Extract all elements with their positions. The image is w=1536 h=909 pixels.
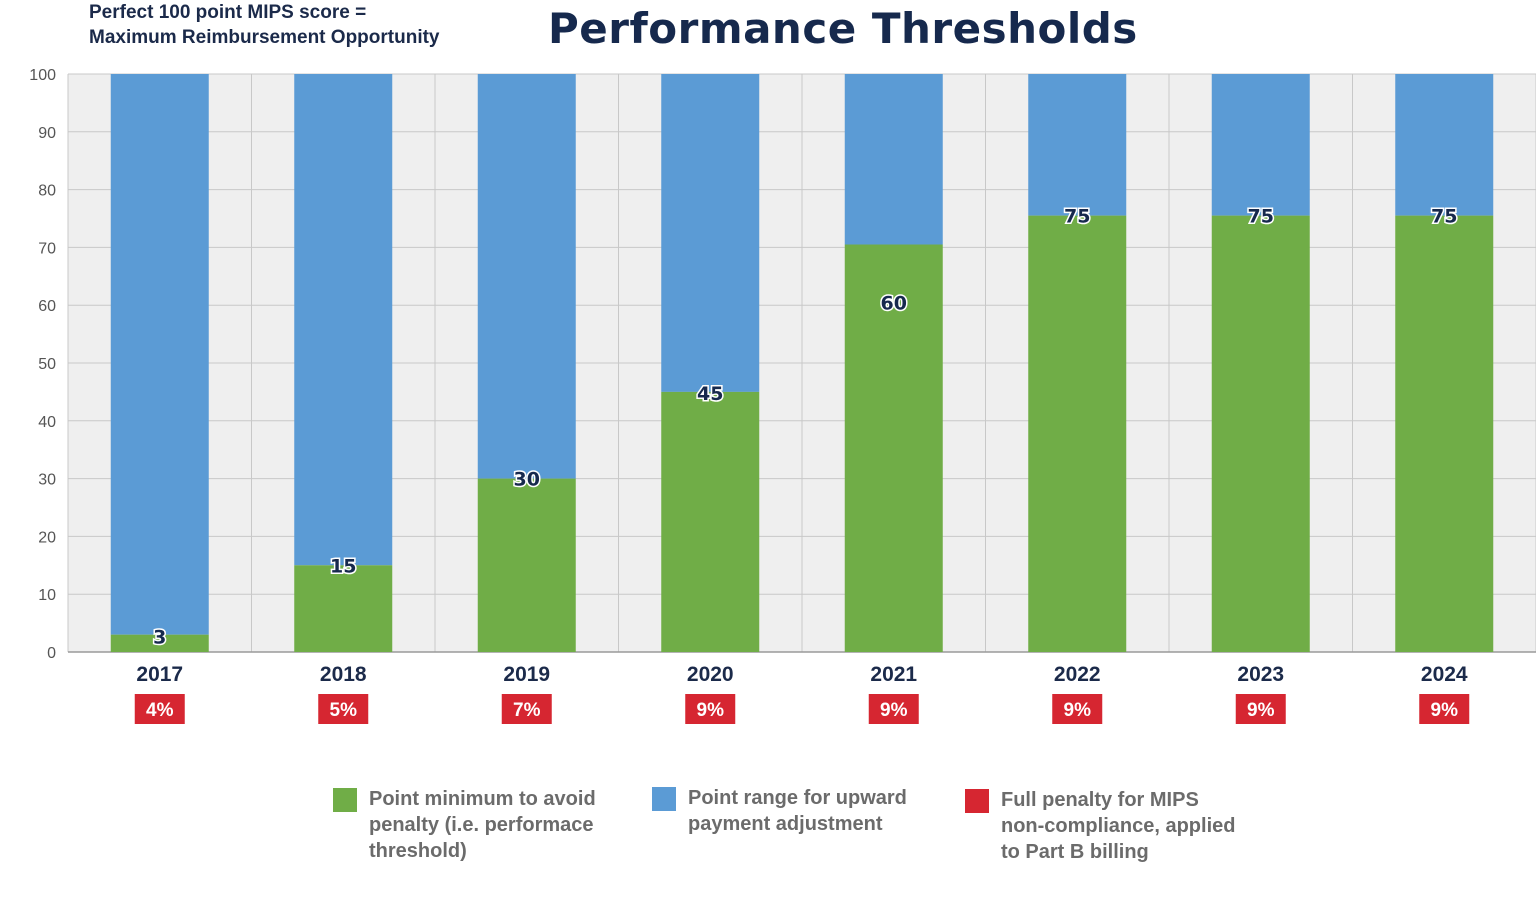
data-label: 30: [514, 469, 540, 491]
data-label: 15: [330, 555, 356, 577]
penalty-badge: [501, 694, 552, 724]
subtitle-line-2: Maximum Reimbursement Opportunity: [89, 27, 440, 48]
penalty-label: 4%: [146, 700, 174, 721]
bar-blue: [477, 74, 576, 479]
legend-item-blue: Point range for upward payment adjustmen…: [652, 785, 907, 837]
penalty-badge: [1235, 694, 1286, 724]
penalty-label: 9%: [880, 700, 908, 721]
bar-blue: [1395, 74, 1494, 216]
penalty-badge: [134, 694, 185, 724]
y-tick-label: 70: [38, 240, 56, 257]
subtitle-line-1: Perfect 100 point MIPS score =: [89, 2, 367, 23]
legend-swatch-blue: [652, 787, 676, 811]
x-tick-label: 2020: [687, 663, 734, 686]
legend-item-red: Full penalty for MIPS non-compliance, ap…: [965, 787, 1235, 865]
penalty-label: 9%: [1247, 700, 1275, 721]
legend-label-blue: Point range for upward payment adjustmen…: [688, 787, 907, 835]
y-tick-label: 0: [47, 645, 56, 662]
bar-green: [1395, 215, 1494, 653]
y-tick-label: 10: [38, 587, 56, 604]
data-label: 3: [153, 626, 166, 648]
x-tick-label: 2023: [1237, 663, 1284, 686]
y-tick-label: 80: [38, 183, 56, 200]
bar-green: [1028, 215, 1127, 653]
x-tick-label: 2024: [1421, 663, 1468, 686]
y-tick-label: 50: [38, 356, 56, 373]
chart-title: Performance Thresholds: [548, 4, 1138, 53]
bar-blue: [294, 74, 393, 566]
data-label: 75: [1431, 206, 1457, 228]
penalty-label: 9%: [1064, 700, 1092, 721]
x-tick-label: 2019: [503, 663, 550, 686]
bar-blue: [661, 74, 760, 392]
bar-green: [477, 478, 576, 652]
bar-blue: [110, 74, 209, 635]
legend-label-red: Full penalty for MIPS non-compliance, ap…: [1001, 789, 1236, 863]
y-tick-label: 20: [38, 529, 56, 546]
x-tick-label: 2021: [870, 663, 917, 686]
legend-label-green: Point minimum to avoid penalty (i.e. per…: [369, 788, 596, 862]
x-tick-label: 2017: [136, 663, 183, 686]
penalty-badge: [868, 694, 919, 724]
bar-green: [110, 634, 209, 652]
data-label: 75: [1064, 206, 1090, 228]
data-label: 45: [697, 383, 723, 405]
penalty-badge: [318, 694, 369, 724]
bar-green: [1211, 215, 1310, 653]
penalty-label: 7%: [513, 700, 541, 721]
bar-blue: [844, 74, 943, 245]
bar-blue: [1211, 74, 1310, 216]
chart: 0 10 20 30 40 50 60 70 80 90 100 3 2017 4% 15 2018 5% 30 2…: [29, 67, 1536, 724]
penalty-label: 9%: [1431, 700, 1459, 721]
penalty-badge: [1052, 694, 1103, 724]
x-tick-label: 2018: [320, 663, 367, 686]
x-tick-label: 2022: [1054, 663, 1101, 686]
legend-swatch-red: [965, 789, 989, 813]
penalty-label: 5%: [330, 700, 358, 721]
bar-green: [844, 244, 943, 652]
y-tick-label: 90: [38, 125, 56, 142]
y-tick-label: 100: [29, 67, 56, 84]
data-label: 75: [1248, 206, 1274, 228]
y-tick-label: 30: [38, 472, 56, 489]
penalty-badge: [1419, 694, 1470, 724]
chart-subtitle: Perfect 100 point MIPS score = Maximum R…: [89, 0, 440, 50]
y-tick-label: 40: [38, 414, 56, 431]
penalty-label: 9%: [697, 700, 725, 721]
bar-green: [294, 565, 393, 652]
data-label: 60: [881, 292, 907, 314]
bar-blue: [1028, 74, 1127, 216]
y-tick-label: 60: [38, 298, 56, 315]
legend-item-green: Point minimum to avoid penalty (i.e. per…: [333, 786, 596, 864]
bar-green: [661, 391, 760, 652]
legend-swatch-green: [333, 788, 357, 812]
penalty-badge: [685, 694, 736, 724]
